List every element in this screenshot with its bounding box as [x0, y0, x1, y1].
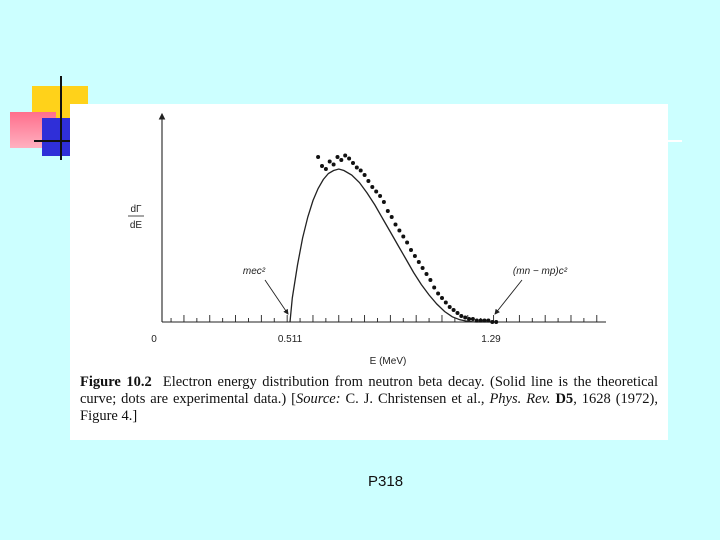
data-point: [459, 314, 464, 318]
data-point: [463, 315, 468, 320]
data-point: [451, 308, 456, 312]
x-tick-label-129: 1.29: [481, 334, 501, 345]
experimental-dots: [316, 153, 499, 324]
figure-image: dΓ dE 0 0.511 1.29 E (MeV) mec² (mn − mp…: [70, 104, 668, 440]
data-point: [370, 185, 375, 189]
data-point: [351, 161, 355, 165]
data-point: [424, 272, 429, 276]
chart: dΓ dE 0 0.511 1.29 E (MeV) mec² (mn − mp…: [128, 112, 606, 367]
data-point: [474, 318, 479, 323]
data-point: [470, 317, 475, 321]
data-point: [486, 318, 491, 323]
data-point: [490, 320, 495, 324]
caption-volume: D5: [555, 391, 574, 407]
data-point: [482, 318, 487, 323]
caption-journal: Phys. Rev.: [489, 391, 551, 407]
page-reference: P318: [368, 473, 404, 490]
data-point: [323, 167, 328, 171]
chart-axes: [158, 112, 606, 323]
data-point: [381, 200, 386, 204]
data-point: [455, 311, 460, 315]
data-point: [405, 240, 410, 245]
x-axis-label: E (MeV): [370, 356, 407, 367]
figure-caption: Figure 10.2 Electron energy distribution…: [80, 374, 658, 425]
data-point: [447, 305, 452, 309]
x-tick-label-0511: 0.511: [278, 334, 303, 345]
data-point: [436, 291, 441, 296]
data-point: [494, 320, 499, 324]
data-point: [316, 155, 321, 159]
data-point: [385, 209, 390, 213]
data-point: [378, 194, 383, 198]
data-point: [412, 254, 417, 258]
data-point: [409, 248, 413, 252]
data-point: [331, 162, 336, 167]
data-point: [428, 278, 433, 282]
data-point: [401, 234, 406, 239]
annotation-electron-mass: mec²: [243, 266, 266, 277]
data-point: [320, 164, 324, 168]
data-point: [467, 317, 472, 321]
y-axis-label-numerator: dΓ: [130, 204, 142, 215]
data-point: [362, 173, 367, 177]
data-point: [416, 260, 421, 264]
chart-ticks: [170, 315, 598, 322]
data-point: [358, 168, 363, 173]
data-point: [389, 215, 394, 219]
caption-text-1: Electron energy distribution from neutro…: [80, 374, 658, 407]
annotation-mass-difference-arrow: [494, 279, 523, 315]
data-point: [393, 222, 398, 227]
origin-label: 0: [151, 334, 157, 345]
chart-labels: dΓ dE 0 0.511 1.29 E (MeV) mec² (mn − mp…: [128, 204, 568, 367]
data-point: [478, 318, 483, 323]
caption-text-3: , 1628 (1972), Figure 4.]: [80, 391, 658, 424]
data-point: [354, 165, 359, 170]
y-axis-label-denominator: dE: [130, 220, 143, 231]
data-point: [347, 156, 352, 161]
data-point: [374, 189, 379, 194]
data-point: [335, 155, 340, 159]
data-point: [420, 266, 425, 270]
data-point: [397, 228, 402, 233]
data-point: [440, 296, 444, 300]
data-point: [432, 285, 437, 290]
caption-figure-label: Figure 10.2: [80, 374, 152, 390]
data-point: [339, 158, 344, 162]
caption-source-label: Source:: [295, 391, 341, 407]
annotation-mass-difference: (mn − mp)c²: [513, 266, 568, 277]
data-point: [343, 153, 348, 158]
data-point: [443, 300, 448, 305]
decorative-vertical-rule: [60, 76, 62, 160]
data-point: [327, 159, 332, 164]
annotation-electron-mass-arrow: [264, 279, 289, 315]
data-point: [366, 179, 371, 183]
theoretical-curve-line: [289, 168, 491, 323]
caption-text-2: C. J. Christensen et al.,: [340, 391, 490, 407]
